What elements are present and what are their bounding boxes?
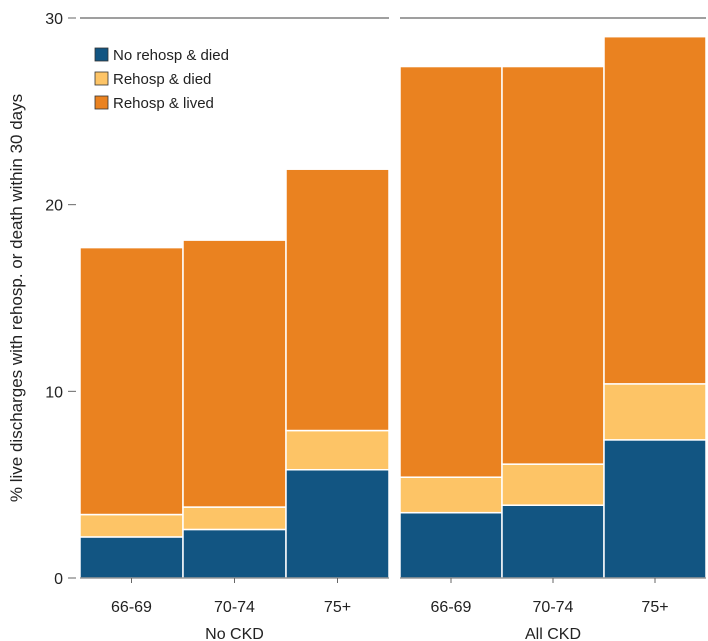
bar-no-ckd-75-rehosp-died bbox=[285, 429, 390, 471]
bar-all-ckd-66-69-rehosp-died bbox=[399, 476, 503, 514]
x-tick-label: 66-69 bbox=[111, 599, 152, 616]
x-tick-label: 70-74 bbox=[214, 599, 255, 616]
y-tick-label: 30 bbox=[45, 11, 63, 28]
bar-no-ckd-75-no-rehosp-died bbox=[285, 468, 390, 579]
bar-no-ckd-70-74-no-rehosp-died bbox=[182, 528, 287, 579]
legend: No rehosp & died Rehosp & died Rehosp & li… bbox=[94, 47, 229, 112]
legend-swatch-rehosp-lived bbox=[94, 95, 109, 110]
bar-no-ckd-75-rehosp-lived bbox=[285, 168, 390, 432]
x-tick-label: 66-69 bbox=[431, 599, 472, 616]
y-tick-label: 10 bbox=[45, 384, 63, 401]
x-tick-label: 75+ bbox=[641, 599, 668, 616]
bar-no-ckd-70-74-rehosp-lived bbox=[182, 239, 287, 508]
bar-no-ckd-66-69-rehosp-died bbox=[79, 513, 184, 538]
bar-no-ckd-66-69-rehosp-lived bbox=[79, 246, 184, 516]
y-tick-label: 20 bbox=[45, 198, 63, 215]
legend-label-rehosp-died: Rehosp & died bbox=[113, 71, 211, 88]
group-label-all-ckd: All CKD bbox=[525, 626, 581, 641]
legend-label-rehosp-lived: Rehosp & lived bbox=[113, 95, 214, 112]
bar-all-ckd-66-69-rehosp-lived bbox=[399, 65, 503, 478]
legend-label-no-rehosp-died: No rehosp & died bbox=[113, 47, 229, 64]
bar-all-ckd-70-74-rehosp-died bbox=[501, 463, 605, 506]
axes-layer: 66-69 70-74 75+ No CKD 66-69 70-74 75+ All CKD 0… bbox=[45, 11, 706, 641]
bar-no-ckd-66-69-no-rehosp-died bbox=[79, 536, 184, 579]
bar-all-ckd-75-rehosp-died bbox=[603, 383, 707, 441]
x-tick-label: 70-74 bbox=[533, 599, 574, 616]
bars-layer bbox=[79, 35, 707, 579]
legend-swatch-no-rehosp-died bbox=[94, 47, 109, 62]
bar-no-ckd-70-74-rehosp-died bbox=[182, 506, 287, 531]
bar-all-ckd-75-rehosp-lived bbox=[603, 35, 707, 385]
y-tick-label: 0 bbox=[54, 571, 63, 588]
bar-all-ckd-70-74-no-rehosp-died bbox=[501, 504, 605, 579]
y-axis-title: % live discharges with rehosp. or death … bbox=[7, 94, 26, 502]
bar-all-ckd-70-74-rehosp-lived bbox=[501, 65, 605, 465]
x-tick-label: 75+ bbox=[324, 599, 351, 616]
bar-all-ckd-66-69-no-rehosp-died bbox=[399, 511, 503, 579]
group-label-no-ckd: No CKD bbox=[205, 626, 264, 641]
legend-swatch-rehosp-died bbox=[94, 71, 109, 86]
bar-all-ckd-75-no-rehosp-died bbox=[603, 439, 707, 579]
